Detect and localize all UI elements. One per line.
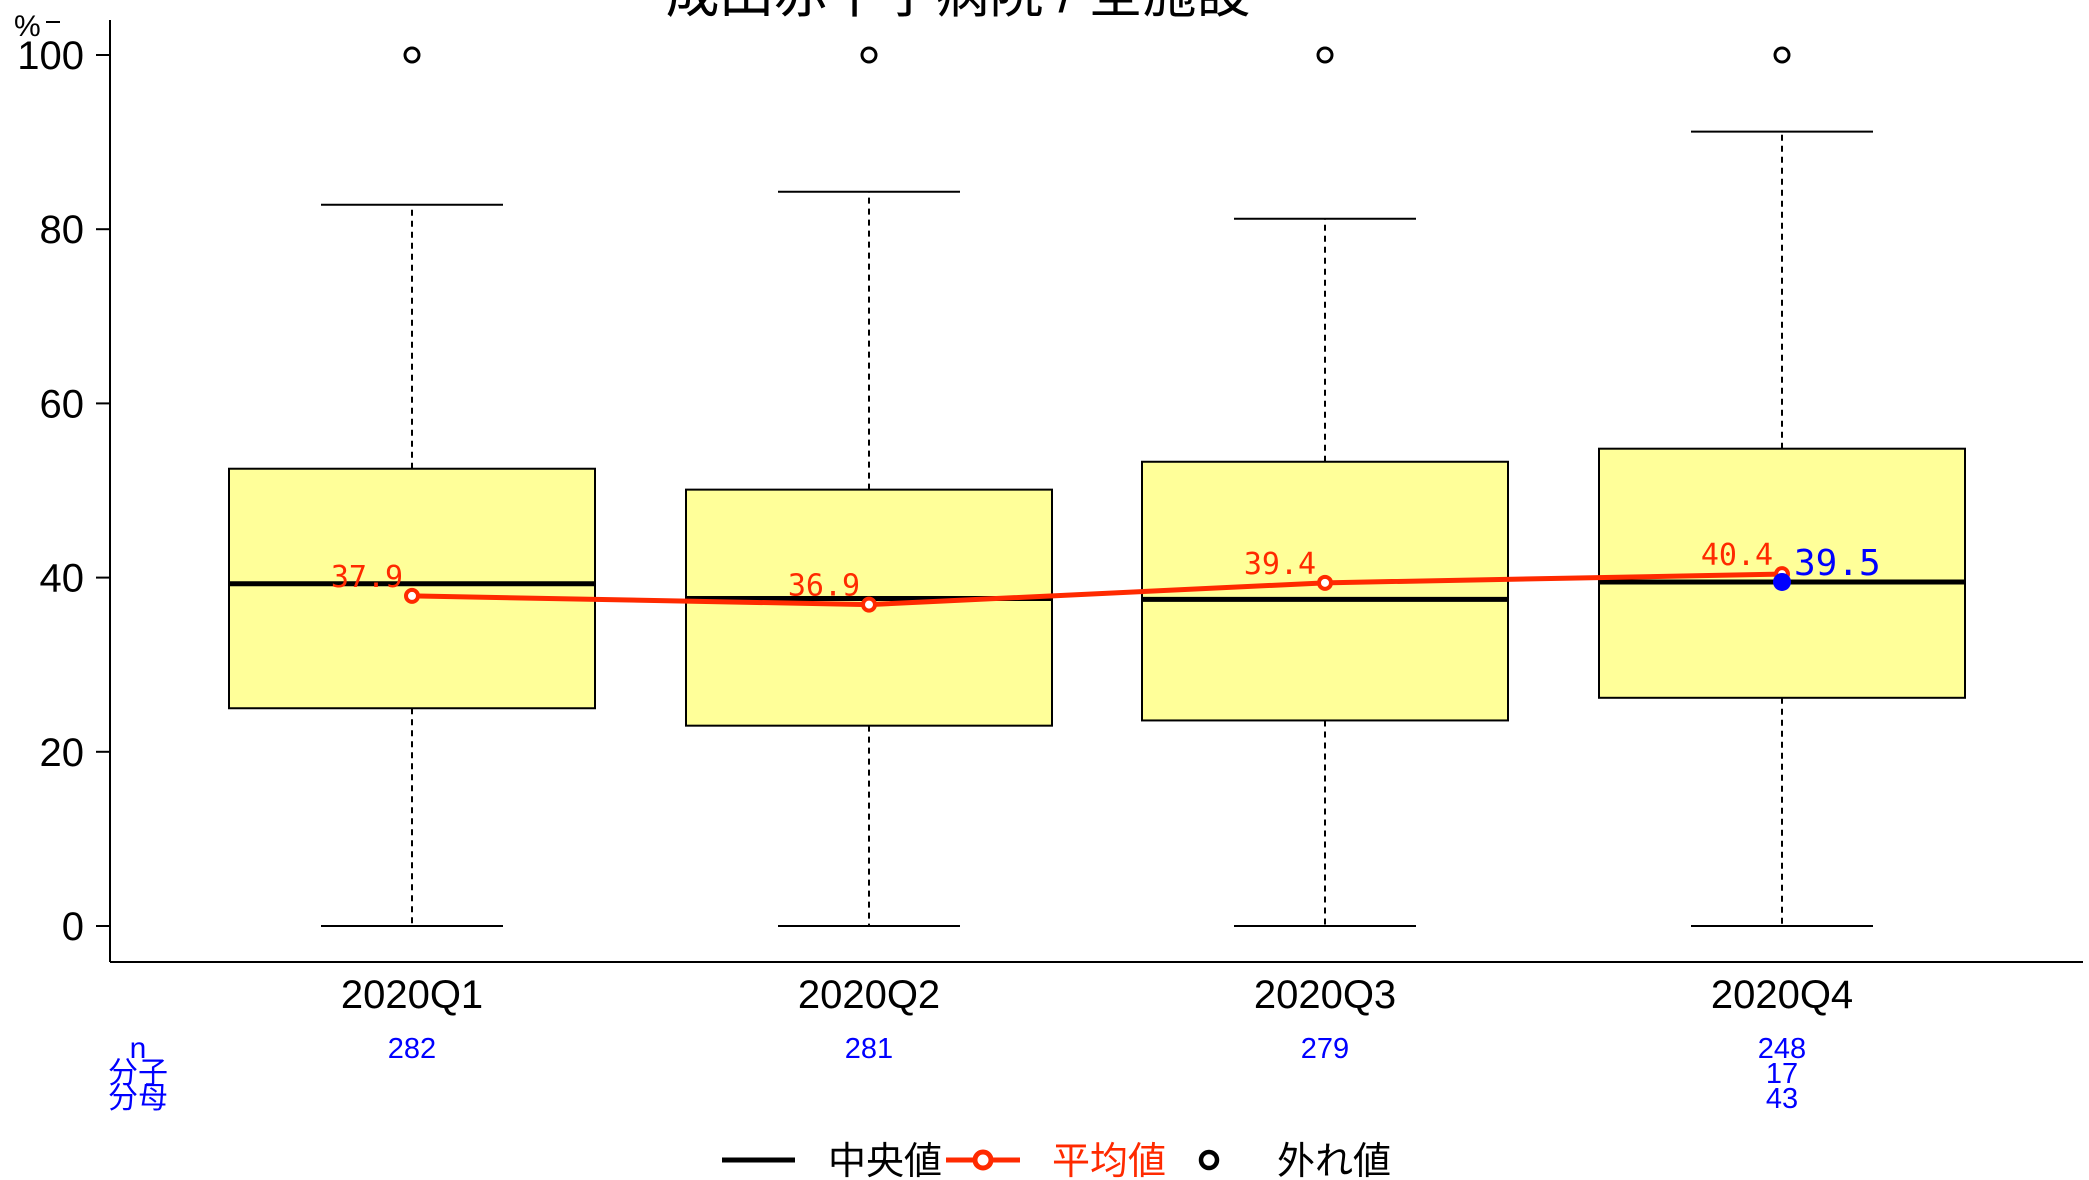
x-tick-label: 2020Q1 xyxy=(341,973,483,1017)
outlier-point xyxy=(403,46,421,64)
y-axis-unit: % xyxy=(14,10,41,43)
count-row-label-denominator: 分母 xyxy=(108,1082,168,1115)
mean-value-label: 39.4 xyxy=(1244,547,1316,582)
count-row-labels: n 分子 分母 xyxy=(108,1032,168,1115)
chart-title: 成田赤十字病院 / 全施設 xyxy=(665,0,1250,24)
y-tick-label: 100 xyxy=(17,34,84,78)
mean-point xyxy=(861,596,877,613)
legend-median-label: 中央値 xyxy=(828,1141,942,1180)
box-plot-group xyxy=(228,46,1966,927)
x-tick-label: 2020Q4 xyxy=(1711,973,1853,1017)
highlight-value-label: 39.5 xyxy=(1794,543,1881,584)
count-row-label-numerator: 分子 xyxy=(108,1057,168,1090)
legend-mean-marker xyxy=(972,1149,994,1171)
y-tick-label: 80 xyxy=(40,208,85,252)
y-tick-label: 60 xyxy=(40,382,85,426)
count-n: 282 xyxy=(388,1033,436,1065)
box-plot-2020Q1 xyxy=(228,46,596,927)
count-row-label-n: n xyxy=(130,1032,147,1065)
mean-series: 37.9 36.9 39.4 40.4 39.5 xyxy=(331,538,1881,613)
box-plot-2020Q4 xyxy=(1598,46,1966,927)
y-axis-ticks: 0 20 40 60 80 100 xyxy=(17,34,110,949)
x-axis-labels: 2020Q1 2020Q2 2020Q3 2020Q4 xyxy=(341,973,1853,1017)
count-n: 248 xyxy=(1758,1033,1806,1065)
outlier-point xyxy=(1316,46,1334,64)
outlier-point xyxy=(860,46,878,64)
y-tick-label: 0 xyxy=(62,905,84,949)
mean-line xyxy=(411,571,1783,608)
count-n: 279 xyxy=(1301,1033,1349,1065)
box-plot-2020Q2 xyxy=(685,46,1053,927)
legend: 中央値 平均値 外れ値 xyxy=(722,1141,1391,1180)
mean-point xyxy=(1317,574,1333,591)
y-tick-label: 40 xyxy=(40,557,85,601)
highlight-point xyxy=(1773,572,1791,591)
x-tick-label: 2020Q3 xyxy=(1254,973,1396,1017)
mean-value-label: 36.9 xyxy=(788,569,860,604)
mean-value-label: 37.9 xyxy=(331,560,403,595)
y-tick-label: 20 xyxy=(40,731,85,775)
count-numerator: 17 xyxy=(1766,1058,1798,1090)
outlier-point xyxy=(1773,46,1791,64)
legend-outlier-marker xyxy=(1198,1149,1220,1171)
legend-outlier-label: 外れ値 xyxy=(1277,1141,1391,1180)
count-n: 281 xyxy=(845,1033,893,1065)
legend-mean-label: 平均値 xyxy=(1052,1141,1166,1180)
count-denominator: 43 xyxy=(1766,1083,1798,1115)
mean-value-label: 40.4 xyxy=(1701,538,1773,573)
box-plot-2020Q3 xyxy=(1141,46,1509,927)
x-tick-label: 2020Q2 xyxy=(798,973,940,1017)
mean-point xyxy=(404,587,420,604)
